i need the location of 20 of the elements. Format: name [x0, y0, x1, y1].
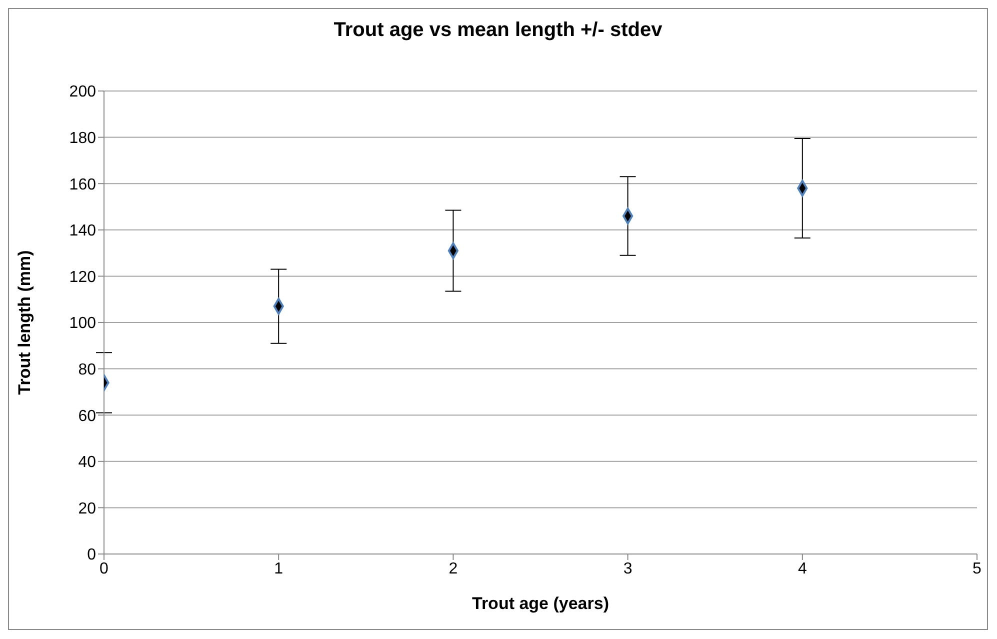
x-tick-label: 3 [623, 560, 632, 578]
x-tick-label: 5 [972, 560, 982, 578]
y-tick-label: 120 [69, 268, 96, 286]
y-tick-label: 60 [78, 408, 96, 425]
y-tick-label: 20 [78, 500, 96, 518]
y-tick-label: 140 [69, 222, 96, 240]
y-tick-label: 160 [69, 176, 96, 194]
y-tick-label: 80 [78, 361, 96, 378]
x-tick-label: 2 [448, 560, 458, 578]
y-tick-label: 200 [69, 84, 96, 101]
x-tick-label: 4 [798, 560, 807, 578]
y-tick-label: 180 [69, 130, 96, 147]
chart-title: Trout age vs mean length +/- stdev [332, 19, 664, 42]
y-axis-title: Trout length (mm) [15, 250, 34, 395]
x-tick-label: 0 [100, 560, 109, 578]
y-tick-label: 0 [87, 546, 96, 564]
x-axis-title: Trout age (years) [472, 594, 609, 613]
y-tick-label: 100 [69, 315, 96, 332]
x-tick-label: 1 [274, 560, 284, 578]
y-tick-label: 40 [78, 454, 96, 472]
